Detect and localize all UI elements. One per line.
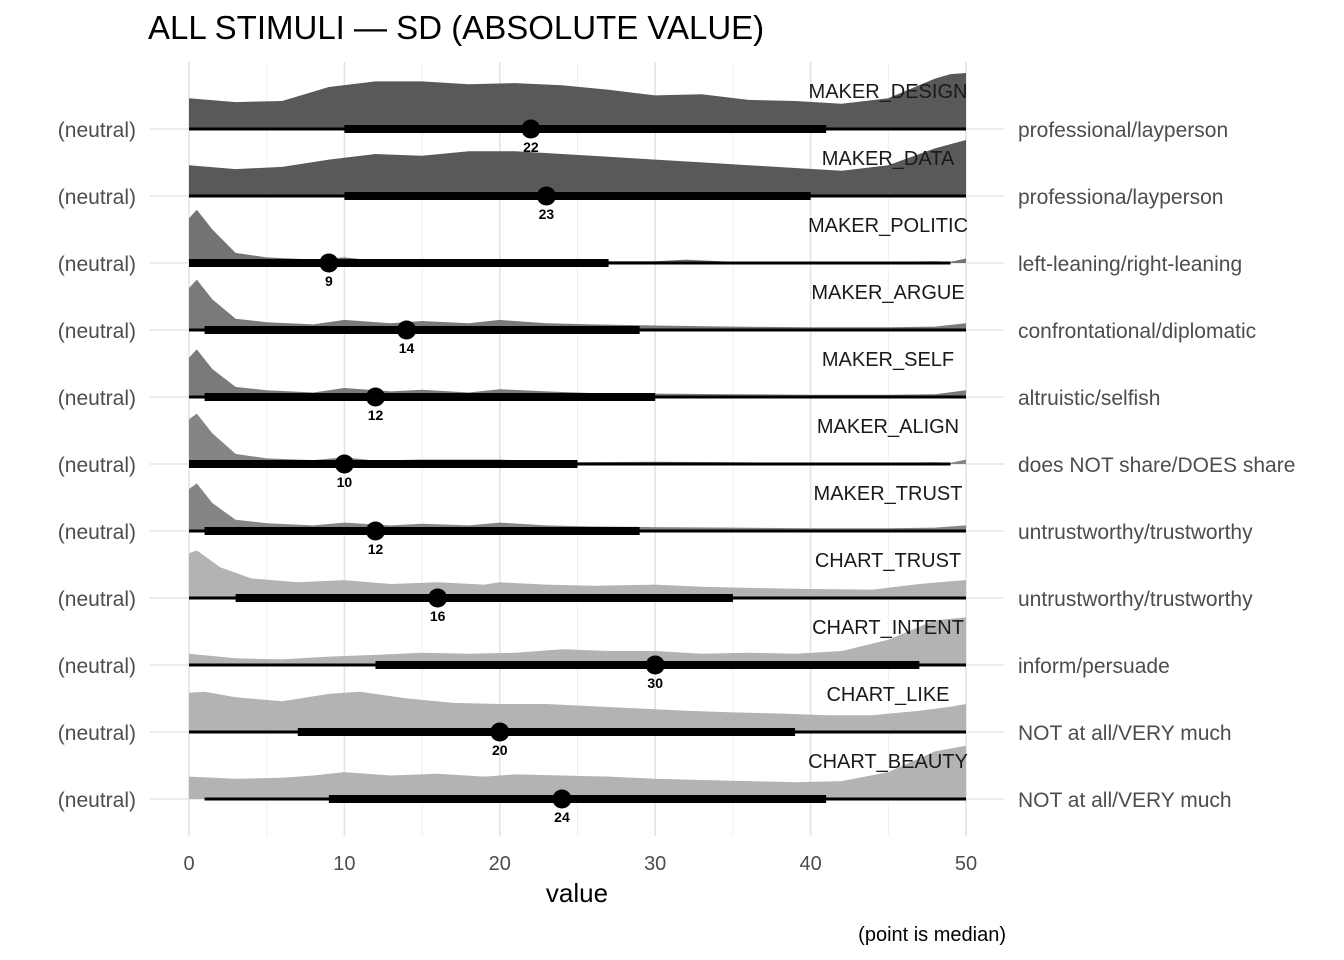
density-ridge xyxy=(189,550,966,598)
row-name-label: MAKER_ALIGN xyxy=(817,416,959,438)
right-axis-label: untrustworthy/trustworthy xyxy=(1018,588,1253,611)
x-tick-label: 20 xyxy=(489,853,511,875)
median-label: 24 xyxy=(554,809,570,825)
median-label: 23 xyxy=(539,206,555,222)
ridge-row: 10 MAKER_ALIGN (neutral) does NOT share/DOE… xyxy=(58,413,1295,490)
row-name-label: MAKER_ARGUE xyxy=(811,282,964,304)
density-ridge xyxy=(189,617,966,665)
left-axis-label: (neutral) xyxy=(58,521,136,544)
left-axis-label: (neutral) xyxy=(58,186,136,209)
density-ridge xyxy=(189,140,966,196)
left-axis-label: (neutral) xyxy=(58,320,136,343)
median-point xyxy=(365,521,385,541)
right-axis-label: untrustworthy/trustworthy xyxy=(1018,521,1253,544)
ridge-row: 23 MAKER_DATA (neutral) professiona/laypers… xyxy=(58,140,1223,222)
row-name-label: CHART_BEAUTY xyxy=(808,751,968,773)
row-name-label: CHART_TRUST xyxy=(815,550,961,572)
x-axis-title: value xyxy=(546,878,608,908)
right-axis-label: NOT at all/VERY much xyxy=(1018,789,1232,812)
median-point xyxy=(397,320,417,340)
ridge-row: 30 CHART_INTENT (neutral) inform/persuade xyxy=(58,617,1170,691)
right-axis-label: does NOT share/DOES share xyxy=(1018,454,1295,477)
median-label: 22 xyxy=(523,139,539,155)
left-axis-label: (neutral) xyxy=(58,588,136,611)
median-label: 20 xyxy=(492,742,508,758)
median-label: 12 xyxy=(368,407,384,423)
median-label: 16 xyxy=(430,608,446,624)
density-ridge xyxy=(189,691,966,732)
x-tick-label: 10 xyxy=(333,853,355,875)
density-ridge xyxy=(189,483,966,531)
left-axis-label: (neutral) xyxy=(58,722,136,745)
chart-caption: (point is median) xyxy=(858,924,1006,946)
median-point xyxy=(645,655,665,675)
density-ridge xyxy=(189,349,966,397)
left-axis-label: (neutral) xyxy=(58,119,136,142)
x-tick-label: 30 xyxy=(644,853,666,875)
ridge-row: 14 MAKER_ARGUE (neutral) confrontational/di… xyxy=(58,279,1256,356)
left-axis-label: (neutral) xyxy=(58,789,136,812)
x-tick-label: 0 xyxy=(183,853,194,875)
median-point xyxy=(334,454,354,474)
median-label: 30 xyxy=(647,675,663,691)
ridge-row: 12 MAKER_SELF (neutral) altruistic/selfish xyxy=(58,349,1161,423)
density-ridge xyxy=(189,745,966,799)
row-name-label: MAKER_DESIGN xyxy=(809,81,968,103)
median-point xyxy=(365,387,385,407)
x-axis-ticks: 0 10 20 30 40 50 xyxy=(183,853,977,875)
ridge-row: 22 MAKER_DESIGN (neutral) professional/layp… xyxy=(58,73,1228,155)
right-axis-label: confrontational/diplomatic xyxy=(1018,320,1256,343)
median-point xyxy=(552,789,572,809)
median-point xyxy=(490,722,510,742)
ridge-row: 24 CHART_BEAUTY (neutral) NOT at all/VERY m… xyxy=(58,745,1232,825)
median-label: 9 xyxy=(325,273,333,289)
ridge-row: 20 CHART_LIKE (neutral) NOT at all/VERY muc… xyxy=(58,684,1232,758)
density-ridge xyxy=(189,413,966,464)
left-axis-label: (neutral) xyxy=(58,655,136,678)
median-label: 12 xyxy=(368,541,384,557)
x-tick-label: 50 xyxy=(955,853,977,875)
right-axis-label: altruistic/selfish xyxy=(1018,387,1160,410)
density-ridge xyxy=(189,209,966,263)
right-axis-label: professional/layperson xyxy=(1018,119,1228,142)
ridge-row: 16 CHART_TRUST (neutral) untrustworthy/trus… xyxy=(58,550,1253,624)
row-name-label: MAKER_POLITIC xyxy=(808,215,968,237)
median-point xyxy=(319,253,339,273)
row-name-label: MAKER_SELF xyxy=(822,349,954,371)
ridge-row: 9 MAKER_POLITIC (neutral) left-leaning/righ… xyxy=(58,209,1242,289)
density-ridge xyxy=(189,279,966,330)
median-label: 14 xyxy=(399,340,415,356)
median-label: 10 xyxy=(337,474,353,490)
median-point xyxy=(521,119,541,139)
left-axis-label: (neutral) xyxy=(58,253,136,276)
density-ridge xyxy=(189,73,966,129)
row-name-label: CHART_LIKE xyxy=(826,684,949,706)
median-point xyxy=(536,186,556,206)
row-name-label: CHART_INTENT xyxy=(812,617,964,639)
chart-title: ALL STIMULI — SD (ABSOLUTE VALUE) xyxy=(148,9,764,46)
right-axis-label: NOT at all/VERY much xyxy=(1018,722,1232,745)
ridge-row: 12 MAKER_TRUST (neutral) untrustworthy/trus… xyxy=(58,483,1253,557)
left-axis-label: (neutral) xyxy=(58,387,136,410)
right-axis-label: left-leaning/right-leaning xyxy=(1018,253,1242,276)
right-axis-label: professiona/layperson xyxy=(1018,186,1223,209)
x-tick-label: 40 xyxy=(799,853,821,875)
median-point xyxy=(428,588,448,608)
row-name-label: MAKER_TRUST xyxy=(814,483,963,505)
row-name-label: MAKER_DATA xyxy=(822,148,955,170)
ridge-rows: 22 MAKER_DESIGN (neutral) professional/layp… xyxy=(58,73,1295,825)
right-axis-label: inform/persuade xyxy=(1018,655,1170,678)
left-axis-label: (neutral) xyxy=(58,454,136,477)
